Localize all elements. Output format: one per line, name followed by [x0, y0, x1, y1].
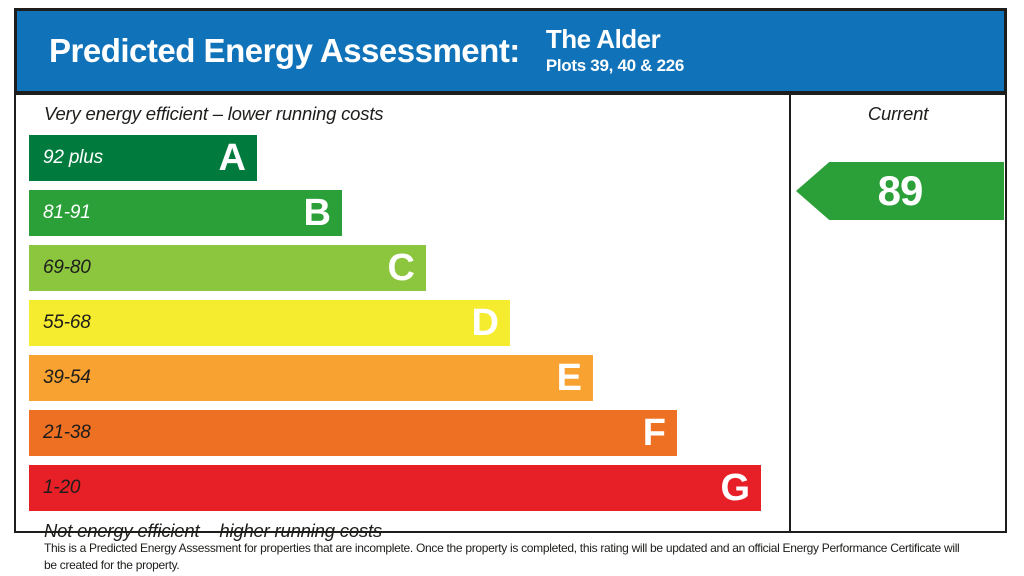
band-range-label: 1-20 — [43, 477, 81, 498]
rating-chart: Very energy efficient – lower running co… — [14, 93, 1007, 541]
property-plots: Plots 39, 40 & 226 — [545, 55, 685, 75]
band-letter: E — [556, 357, 582, 399]
band-bar-c: 69-80 C — [29, 245, 426, 291]
band-range-label: 39-54 — [43, 367, 91, 388]
bottom-caption: Not energy efficient – higher running co… — [44, 520, 382, 541]
band-bar-d: 55-68 D — [29, 300, 510, 346]
band-range-label: 55-68 — [43, 312, 91, 333]
disclaimer-text: This is a Predicted Energy Assessment fo… — [44, 541, 960, 572]
band-range-label: 92 plus — [43, 147, 103, 168]
current-label: Current — [867, 103, 929, 124]
band-letter: B — [303, 192, 331, 234]
band-range-label: 21-38 — [43, 422, 91, 443]
band-letter: A — [218, 137, 246, 179]
band-letter: F — [642, 412, 666, 454]
page-title: Predicted Energy Assessment: — [49, 32, 520, 69]
band-bar-g: 1-20 G — [29, 465, 761, 511]
band-bars: 92 plus A 81-91 B 69-80 C 55-68 D 39-54 E 21-38 F 1-… — [29, 135, 789, 511]
bands-column: Very energy efficient – lower running co… — [16, 95, 789, 541]
band-letter: D — [471, 302, 499, 344]
current-rating-value: 89 — [877, 167, 924, 214]
band-bar-f: 21-38 F — [29, 410, 677, 456]
current-column: Current 89 — [789, 95, 1005, 531]
band-range-label: 69-80 — [43, 257, 91, 278]
band-bar-e: 39-54 E — [29, 355, 593, 401]
property-name: The Alder — [545, 24, 661, 55]
header-banner: Predicted Energy Assessment: The Alder P… — [14, 8, 1007, 94]
band-letter: G — [720, 467, 750, 509]
band-range-label: 81-91 — [43, 202, 91, 223]
band-bar-b: 81-91 B — [29, 190, 342, 236]
band-bar-a: 92 plus A — [29, 135, 257, 181]
property-info: The Alder Plots 39, 40 & 226 — [545, 24, 685, 75]
band-letter: C — [387, 247, 415, 289]
current-rating-arrow: 89 — [796, 162, 1004, 220]
top-caption: Very energy efficient – lower running co… — [44, 103, 384, 124]
